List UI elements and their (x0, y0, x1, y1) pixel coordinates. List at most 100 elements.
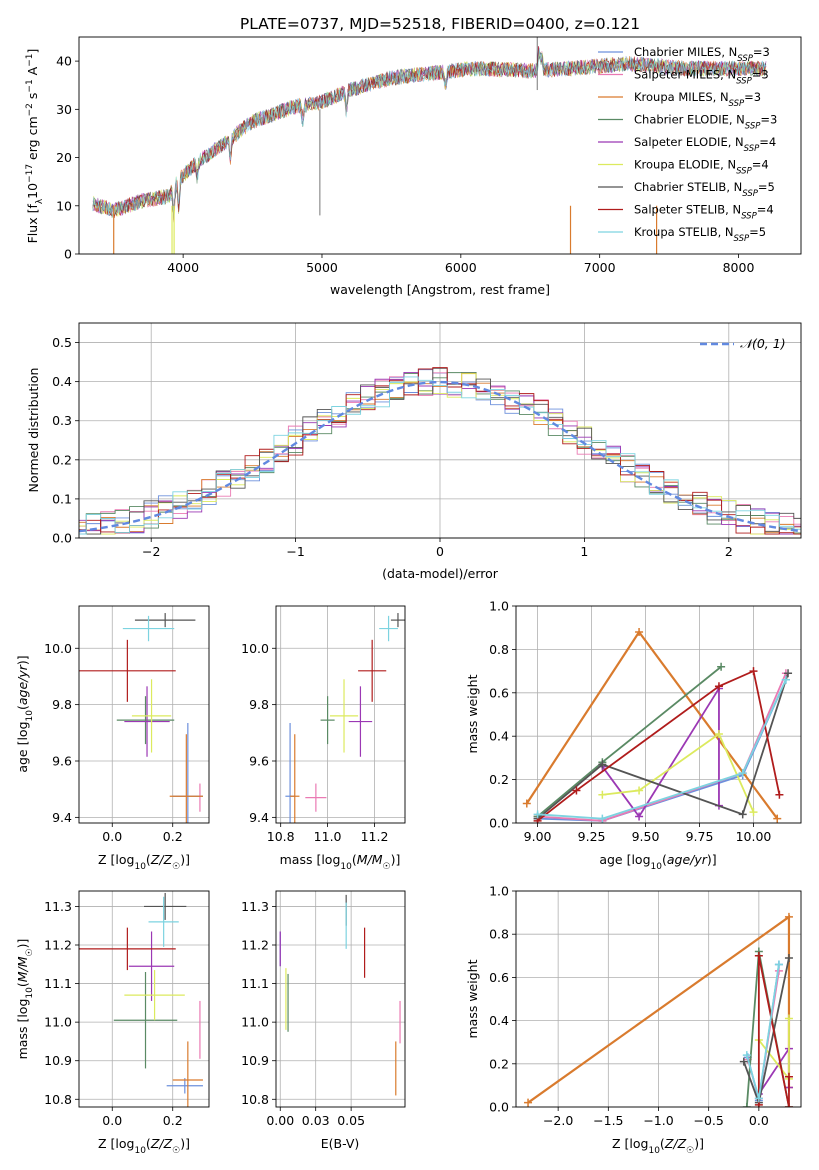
x-axis-label-part: Z/Z (150, 852, 173, 867)
y-tick-label: 9.4 (249, 810, 269, 825)
y-tick-label: 0.6 (489, 970, 509, 985)
y-tick-label: 0.0 (489, 816, 509, 831)
legend-label-main: Kroupa STELIB, N (634, 225, 734, 239)
weight-series-line (602, 732, 755, 813)
y-tick-label: 0.8 (489, 642, 509, 657)
y-tick-label: 9.6 (52, 754, 72, 769)
x-tick-label: 0.03 (302, 1113, 330, 1128)
weight-marker (522, 799, 531, 808)
weight-marker (533, 810, 542, 819)
y-tick-label: 0.3 (52, 413, 72, 428)
legend-label-sub: SSP (745, 122, 761, 132)
y-axis-label-part: ☉ (25, 948, 35, 956)
x-axis-label-part: 10 (340, 862, 352, 872)
y-tick-label: 0.6 (489, 685, 509, 700)
x-axis-label-part: Z [log (98, 852, 134, 867)
x-axis-label-part: ( (146, 1136, 151, 1151)
x-axis-label-part: )] (391, 852, 401, 867)
x-tick-label: 0.2 (163, 1113, 183, 1128)
y-axis-label-part: A (25, 66, 40, 79)
y-axis-label: age [log10(age/yr)] (15, 655, 35, 772)
y-axis-label-part: 10 (25, 710, 35, 722)
weight-marker (524, 1098, 533, 1107)
legend-label-suffix: =5 (749, 225, 766, 239)
x-tick-label: 0 (436, 544, 444, 559)
weight-marker (773, 814, 782, 823)
y-axis-label-part: −2 (25, 103, 35, 116)
age-vs-mass-panel: 10.8 11.0 11.2 9.4 9.6 9.8 10.0 mass [log10(M/M… (241, 605, 406, 872)
legend-label-suffix: =5 (758, 180, 775, 194)
x-axis-label-part: ☉ (686, 1146, 694, 1156)
x-axis-label: Z [log10(Z/Z☉)] (98, 1136, 190, 1156)
legend-label-suffix: =4 (752, 158, 769, 172)
y-axis-label-part: −17 (25, 164, 35, 183)
y-tick-label: 10.9 (44, 1053, 72, 1068)
errorbar-point (390, 613, 405, 628)
errorbar-point (358, 639, 387, 702)
legend-label-sub: SSP (734, 234, 750, 244)
legend-label-suffix: =3 (744, 90, 761, 104)
y-tick-label: 9.4 (52, 810, 72, 825)
y-tick-label: 10.0 (44, 641, 72, 656)
x-axis-label-part: wavelength [Angstrom, rest frame] (330, 282, 550, 297)
x-tick-label: 0.2 (163, 829, 183, 844)
weight-marker (784, 669, 793, 678)
legend-label-sub: SSP (729, 99, 745, 109)
x-tick-label: 9.50 (632, 829, 660, 844)
plot-area (279, 894, 401, 1096)
y-axis-label-part: erg cm (25, 116, 40, 164)
legend-label-sub: SSP (741, 212, 757, 222)
x-axis-label: (data-model)/error (382, 566, 499, 581)
y-tick-label: 0.1 (52, 491, 72, 506)
y-tick-label: 0.5 (52, 335, 72, 350)
x-axis-label-part: ☉ (383, 862, 391, 872)
x-axis-label-part: 10 (651, 862, 663, 872)
weight-marker (749, 808, 758, 817)
y-axis-label-part: ( (15, 982, 30, 987)
legend-label-main: Chabrier MILES, N (634, 45, 737, 59)
x-tick-label: 0.0 (102, 1113, 122, 1128)
x-axis-label-part: 10 (134, 1146, 146, 1156)
figure-title: PLATE=0737, MJD=52518, FIBERID=0400, z=0… (240, 15, 640, 33)
weight-marker (784, 1014, 793, 1023)
y-axis-label-part: Normed distribution (26, 368, 41, 493)
y-tick-label: 0.4 (489, 1013, 509, 1028)
y-axis-label: Normed distribution (26, 368, 41, 493)
plot-area (524, 912, 793, 1107)
errorbar-point (113, 972, 178, 1069)
y-tick-label: 11.3 (44, 899, 72, 914)
x-tick-label: −2 (142, 544, 160, 559)
legend-label-suffix: =4 (757, 203, 774, 217)
y-tick-label: 11.1 (44, 976, 72, 991)
y-tick-label: 10.8 (241, 1092, 269, 1107)
legend-label-suffix: =4 (759, 135, 776, 149)
y-axis-label-part: age [log (15, 721, 30, 772)
y-axis-label-part: −1 (25, 79, 35, 92)
weight-marker (742, 1051, 751, 1060)
weight-marker (754, 951, 763, 960)
errorbar-point (290, 734, 300, 823)
y-tick-label: 11.2 (241, 938, 269, 953)
y-tick-label: 0.0 (489, 1100, 509, 1115)
errorbar-point (169, 734, 203, 823)
plot-area (79, 613, 203, 823)
x-axis-label: wavelength [Angstrom, rest frame] (330, 282, 550, 297)
x-axis-label-part: age/yr (667, 852, 708, 867)
y-tick-label: 0.8 (489, 927, 509, 942)
x-axis-label-part: 10 (648, 1146, 660, 1156)
x-tick-label: 11.2 (361, 829, 389, 844)
x-axis-label-part: )] (180, 852, 190, 867)
errorbar-point (379, 615, 398, 642)
weight-series-line (537, 679, 787, 820)
axes-frame (515, 605, 802, 824)
legend-label-main: Salpeter MILES, N (634, 68, 736, 82)
weight-marker (738, 810, 747, 819)
x-axis-label-part: ( (662, 852, 667, 867)
x-axis-label-part: mass [log (280, 852, 341, 867)
spectrum-line (92, 51, 767, 216)
x-tick-label: 11.0 (314, 829, 342, 844)
legend-label-main: Salpeter ELODIE, N (634, 135, 744, 149)
y-axis-label-part: age/yr (15, 664, 30, 705)
